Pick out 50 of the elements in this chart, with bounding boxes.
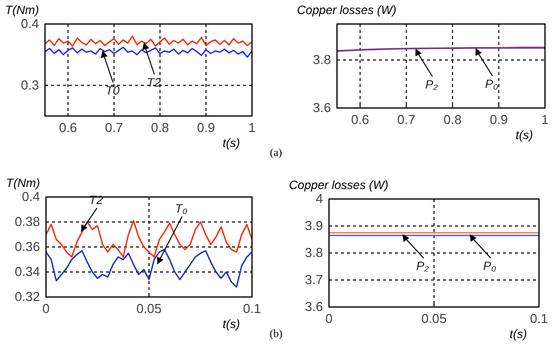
x-tick-label: 1 [541, 112, 549, 128]
x-tick-label: 0 [325, 311, 333, 326]
x-tick-label: 1 [248, 120, 256, 136]
x-tick-label: 0.1 [530, 311, 548, 326]
y-tick-label: 3.8 [312, 52, 331, 68]
y-tick-label: 0.36 [14, 239, 40, 254]
x-tick-label: 0.7 [397, 112, 416, 128]
y-tick-label: 0.38 [14, 214, 40, 230]
line-series [45, 220, 253, 258]
x-tick-label: 0.1 [242, 301, 262, 316]
x-tick-label: 0.6 [351, 112, 370, 128]
y-axis-title: Copper losses (W) [297, 3, 396, 17]
x-axis-title: t(s) [516, 128, 533, 142]
x-tick-label: 0.05 [421, 311, 447, 326]
x-tick-label: 0.7 [104, 120, 124, 136]
y-axis-title: Copper losses (W) [289, 178, 388, 192]
x-tick-label: 0.6 [58, 120, 78, 136]
x-axis-title: t(s) [510, 327, 527, 341]
x-tick-label: 0 [42, 301, 50, 316]
x-tick-label: 0.9 [196, 120, 216, 136]
y-tick-label: 0.4 [22, 189, 40, 204]
y-axis-title: T(Nm) [5, 3, 39, 17]
x-tick-label: 0.9 [490, 112, 508, 128]
annotation: P₂ [416, 259, 430, 274]
annotation: T2 [146, 75, 162, 90]
text: (a) [270, 147, 282, 159]
y-tick-label: 3.8 [304, 245, 323, 260]
y-tick-label: 0.4 [20, 16, 39, 32]
y-tick-label: 4 [316, 191, 323, 206]
annotation: P₀ [483, 259, 496, 274]
x-axis-title: t(s) [222, 317, 240, 331]
text: (b) [270, 328, 283, 340]
y-tick-label: 3.9 [304, 218, 323, 234]
annotation: T0 [105, 83, 120, 98]
x-tick-label: 0.05 [136, 301, 162, 316]
annotation: T2 [89, 193, 104, 207]
line-series [45, 248, 253, 288]
y-tick-label: 0.3 [20, 77, 39, 92]
y-tick-label: 3.7 [304, 272, 323, 288]
x-tick-label: 0.8 [444, 112, 462, 128]
y-axis-title: T(Nm) [6, 176, 40, 190]
annotation: P₂ [425, 77, 438, 92]
y-tick-label: 0.34 [14, 264, 40, 280]
x-tick-label: 0.8 [150, 120, 170, 136]
y-tick-label: 0.32 [14, 289, 40, 304]
y-tick-label: 3.6 [304, 299, 323, 314]
annotation: P₀ [485, 77, 498, 91]
x-axis-title: t(s) [222, 136, 240, 150]
y-tick-label: 3.6 [312, 100, 331, 116]
annotation: T₀ [175, 202, 188, 216]
